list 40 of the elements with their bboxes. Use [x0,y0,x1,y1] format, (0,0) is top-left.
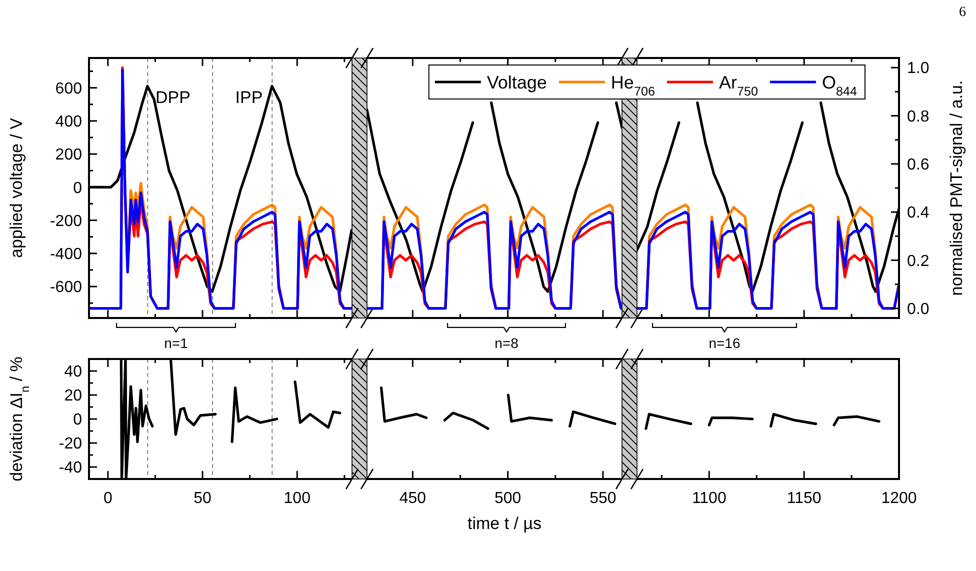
y-tick-label: 400 [55,114,82,131]
legend-label: Ar$_{750}$ [718,72,758,98]
annotation: DPP [156,88,190,107]
y2-tick-label: 0.4 [907,204,930,222]
y-tick-label: 40 [64,364,82,381]
text: n=8 [494,335,519,351]
x-tick-label: 1200 [881,490,917,507]
y2-tick-label: 0.2 [907,252,930,270]
x-axis-title: time t / µs [467,514,542,533]
text: n=16 [708,335,740,351]
x-tick-label: 500 [494,490,522,507]
x-tick-label: 1150 [786,490,822,507]
y2-tick-label: 0.8 [907,108,930,126]
x-tick-label: 1100 [692,490,726,507]
legend-label: O$_{844}$ [822,72,857,98]
annotation: IPP [235,88,263,107]
x-tick-label: 50 [194,490,212,507]
y-tick-label: 20 [64,388,82,405]
y-tick-label: -20 [58,436,82,453]
legend-label: He$_{706}$ [610,72,655,98]
y-tick-label: -200 [50,212,82,230]
y2-tick-label: 0.0 [907,300,930,318]
y-tick-label: -40 [58,460,82,477]
x-tick-label: 550 [590,490,616,507]
y-tick-label: 0 [73,180,82,197]
x-tick-label: 450 [399,490,426,507]
y2-tick-label: 1.0 [907,60,930,78]
y-tick-label: 600 [55,80,82,98]
x-tick-label: 0 [103,490,112,507]
y-tick-label: -600 [50,279,82,296]
text: 6 [959,5,966,20]
y-tick-label: -400 [50,246,82,264]
y2-axis-title: normalised PMT-signal / a.u. [947,80,966,296]
y-tick-label: 200 [55,146,82,164]
y-axis-title: applied voltage / V [7,117,26,258]
legend-label: Voltage [486,72,547,92]
y2-tick-label: 0.6 [907,156,930,174]
text: n=1 [164,335,188,351]
y-tick-label: 0 [73,412,82,429]
x-tick-label: 100 [284,490,311,507]
